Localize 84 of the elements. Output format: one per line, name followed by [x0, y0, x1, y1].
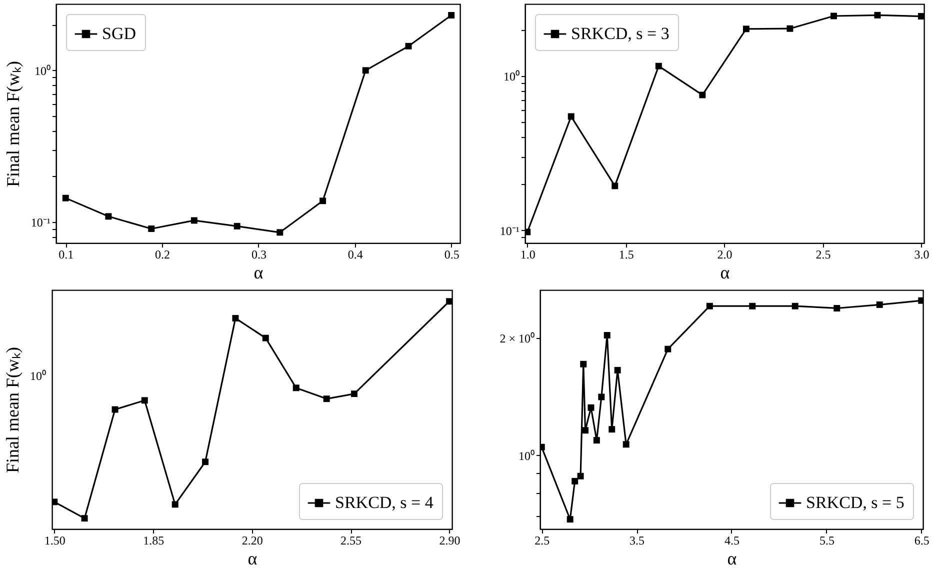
point	[655, 62, 662, 70]
point	[262, 334, 269, 342]
x-tick-label: 0.4	[348, 248, 363, 262]
point	[141, 397, 148, 404]
x-tick-label: 2.5	[534, 534, 550, 548]
point	[582, 427, 589, 434]
point	[604, 332, 610, 338]
point	[350, 390, 358, 398]
y-tick-label: 10⁰	[504, 70, 520, 84]
x-axis-title: α	[248, 548, 258, 568]
point	[234, 222, 240, 230]
legend-label: SRKCD, s = 3	[571, 24, 670, 43]
x-tick-label: 2.55	[340, 534, 362, 548]
y-axis-title: Final mean F(wₖ)	[2, 347, 22, 473]
point	[323, 396, 330, 402]
x-tick-label: 1.5	[618, 248, 634, 262]
point	[202, 458, 209, 466]
x-tick-label: 6.5	[914, 534, 930, 548]
x-tick-label: 0.1	[58, 248, 74, 262]
point	[830, 12, 837, 20]
point	[612, 182, 618, 190]
point	[446, 298, 452, 305]
x-tick-label: 0.5	[444, 248, 460, 262]
point	[608, 426, 616, 433]
point	[749, 302, 756, 310]
x-tick-label: 1.0	[520, 248, 536, 262]
y-axis-title: Final mean F(wₖ)	[2, 61, 23, 187]
point	[786, 25, 794, 32]
point	[568, 113, 574, 120]
point	[664, 346, 672, 352]
point	[81, 515, 88, 522]
y-tick-label: 10⁻¹	[30, 216, 51, 230]
x-tick-label: 1.85	[143, 534, 164, 548]
point	[232, 314, 239, 322]
point	[525, 228, 531, 236]
x-tick-label: 1.50	[44, 534, 66, 548]
point	[448, 12, 455, 18]
legend-label: SRKCD, s = 5	[806, 493, 904, 512]
point	[834, 304, 840, 312]
x-tick-label: 5.5	[819, 534, 834, 548]
point	[572, 478, 578, 484]
x-tick-label: 3.5	[630, 534, 645, 548]
point	[112, 406, 118, 413]
point	[52, 498, 58, 506]
point	[405, 42, 412, 50]
point	[622, 441, 630, 448]
point	[876, 301, 883, 308]
point	[580, 360, 587, 368]
point	[588, 404, 594, 411]
point	[105, 213, 112, 220]
point	[292, 384, 300, 392]
point	[276, 229, 284, 236]
point	[62, 194, 69, 202]
x-tick-label: 0.3	[251, 248, 266, 262]
x-axis-title: α	[727, 548, 738, 568]
point	[918, 13, 924, 20]
y-tick-label: 2 × 10⁰	[500, 331, 534, 346]
point	[874, 12, 881, 18]
point	[706, 302, 713, 310]
point	[614, 366, 621, 374]
x-tick-label: 2.90	[439, 534, 460, 548]
point	[172, 501, 178, 508]
x-tick-label: 3.0	[914, 248, 930, 262]
x-axis-title: α	[720, 262, 730, 282]
legend-label: SGD	[102, 24, 136, 43]
x-tick-label: 2.20	[242, 534, 263, 548]
x-tick-label: 0.2	[155, 248, 170, 262]
point	[699, 92, 706, 98]
x-tick-label: 4.5	[724, 534, 740, 548]
point	[148, 225, 155, 232]
point	[190, 217, 198, 224]
point	[577, 472, 584, 480]
y-tick-label: 10⁻¹	[500, 224, 520, 238]
x-tick-label: 2.5	[816, 248, 831, 262]
point	[598, 394, 605, 400]
x-tick-label: 2.0	[717, 248, 732, 262]
point	[566, 516, 574, 523]
x-axis-title: α	[254, 262, 264, 282]
legend-label: SRKCD, s = 4	[335, 493, 434, 512]
point	[320, 198, 326, 204]
point	[362, 67, 369, 74]
point	[792, 302, 798, 310]
point	[593, 437, 600, 444]
point	[742, 26, 750, 32]
